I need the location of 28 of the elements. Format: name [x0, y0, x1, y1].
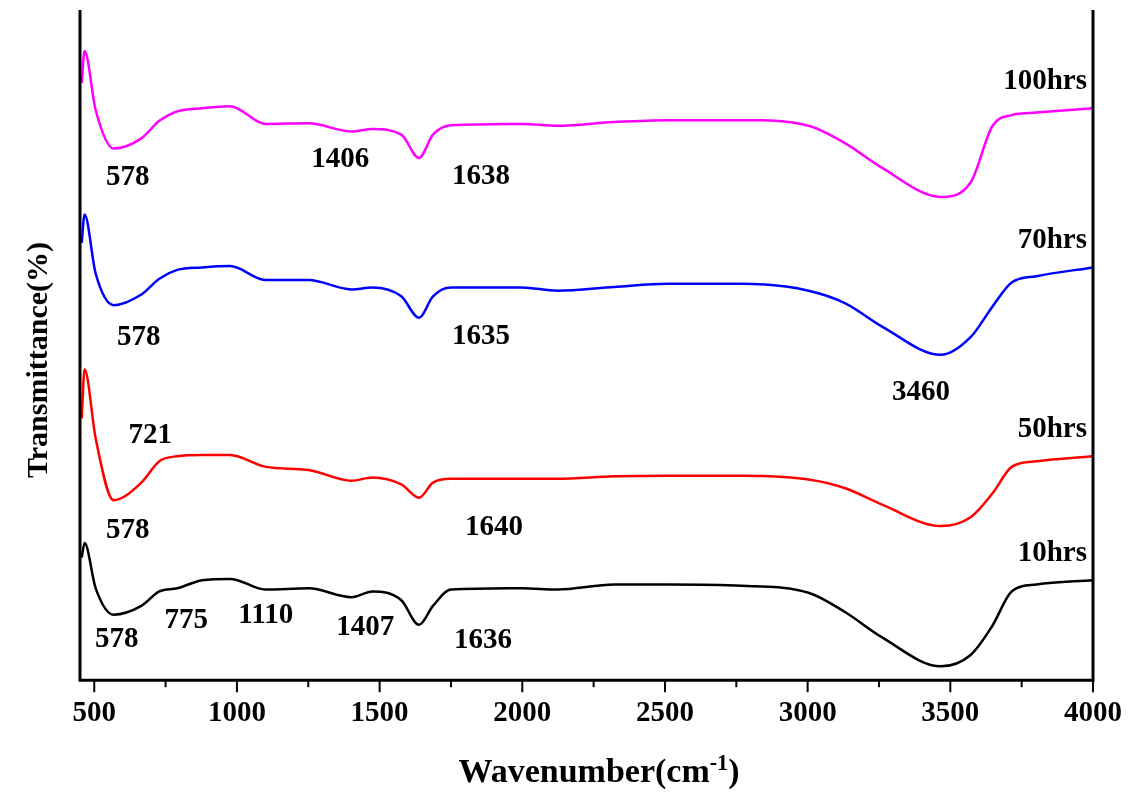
annotation: 1406	[311, 140, 370, 173]
x-axis-title: Wavenumber(cm$^{-1}$)	[457, 750, 741, 791]
annotation: 1638	[452, 158, 510, 191]
y-axis-title: Transmittance(%)	[20, 241, 54, 479]
x-tick-label: 2500	[635, 695, 694, 728]
annotation: 3460	[891, 374, 950, 407]
series-label: 70hrs	[1017, 222, 1087, 255]
series-label: 50hrs	[1017, 411, 1087, 444]
annotation: 578	[105, 158, 150, 191]
series-label: 10hrs	[1017, 535, 1087, 568]
annotation: 1636	[454, 622, 512, 655]
annotation: 578	[94, 621, 139, 654]
x-tick-label: 1500	[350, 695, 409, 728]
annotation: 1110	[238, 597, 294, 630]
x-tick-label: 4000	[1064, 695, 1122, 728]
annotation: 1640	[465, 509, 523, 542]
annotation: 775	[164, 601, 209, 634]
annotation: 578	[105, 511, 150, 544]
x-tick-label: 500	[72, 695, 117, 728]
annotation: 721	[128, 416, 173, 449]
annotation: 1635	[452, 318, 510, 351]
x-tick-label: 3000	[778, 695, 837, 728]
series-label: 100hrs	[1003, 63, 1087, 96]
x-tick-label: 2000	[493, 695, 552, 728]
annotation: 578	[116, 318, 161, 351]
annotation: 1407	[336, 608, 395, 641]
x-tick-label: 1000	[207, 695, 266, 728]
x-tick-label: 3500	[921, 695, 980, 728]
